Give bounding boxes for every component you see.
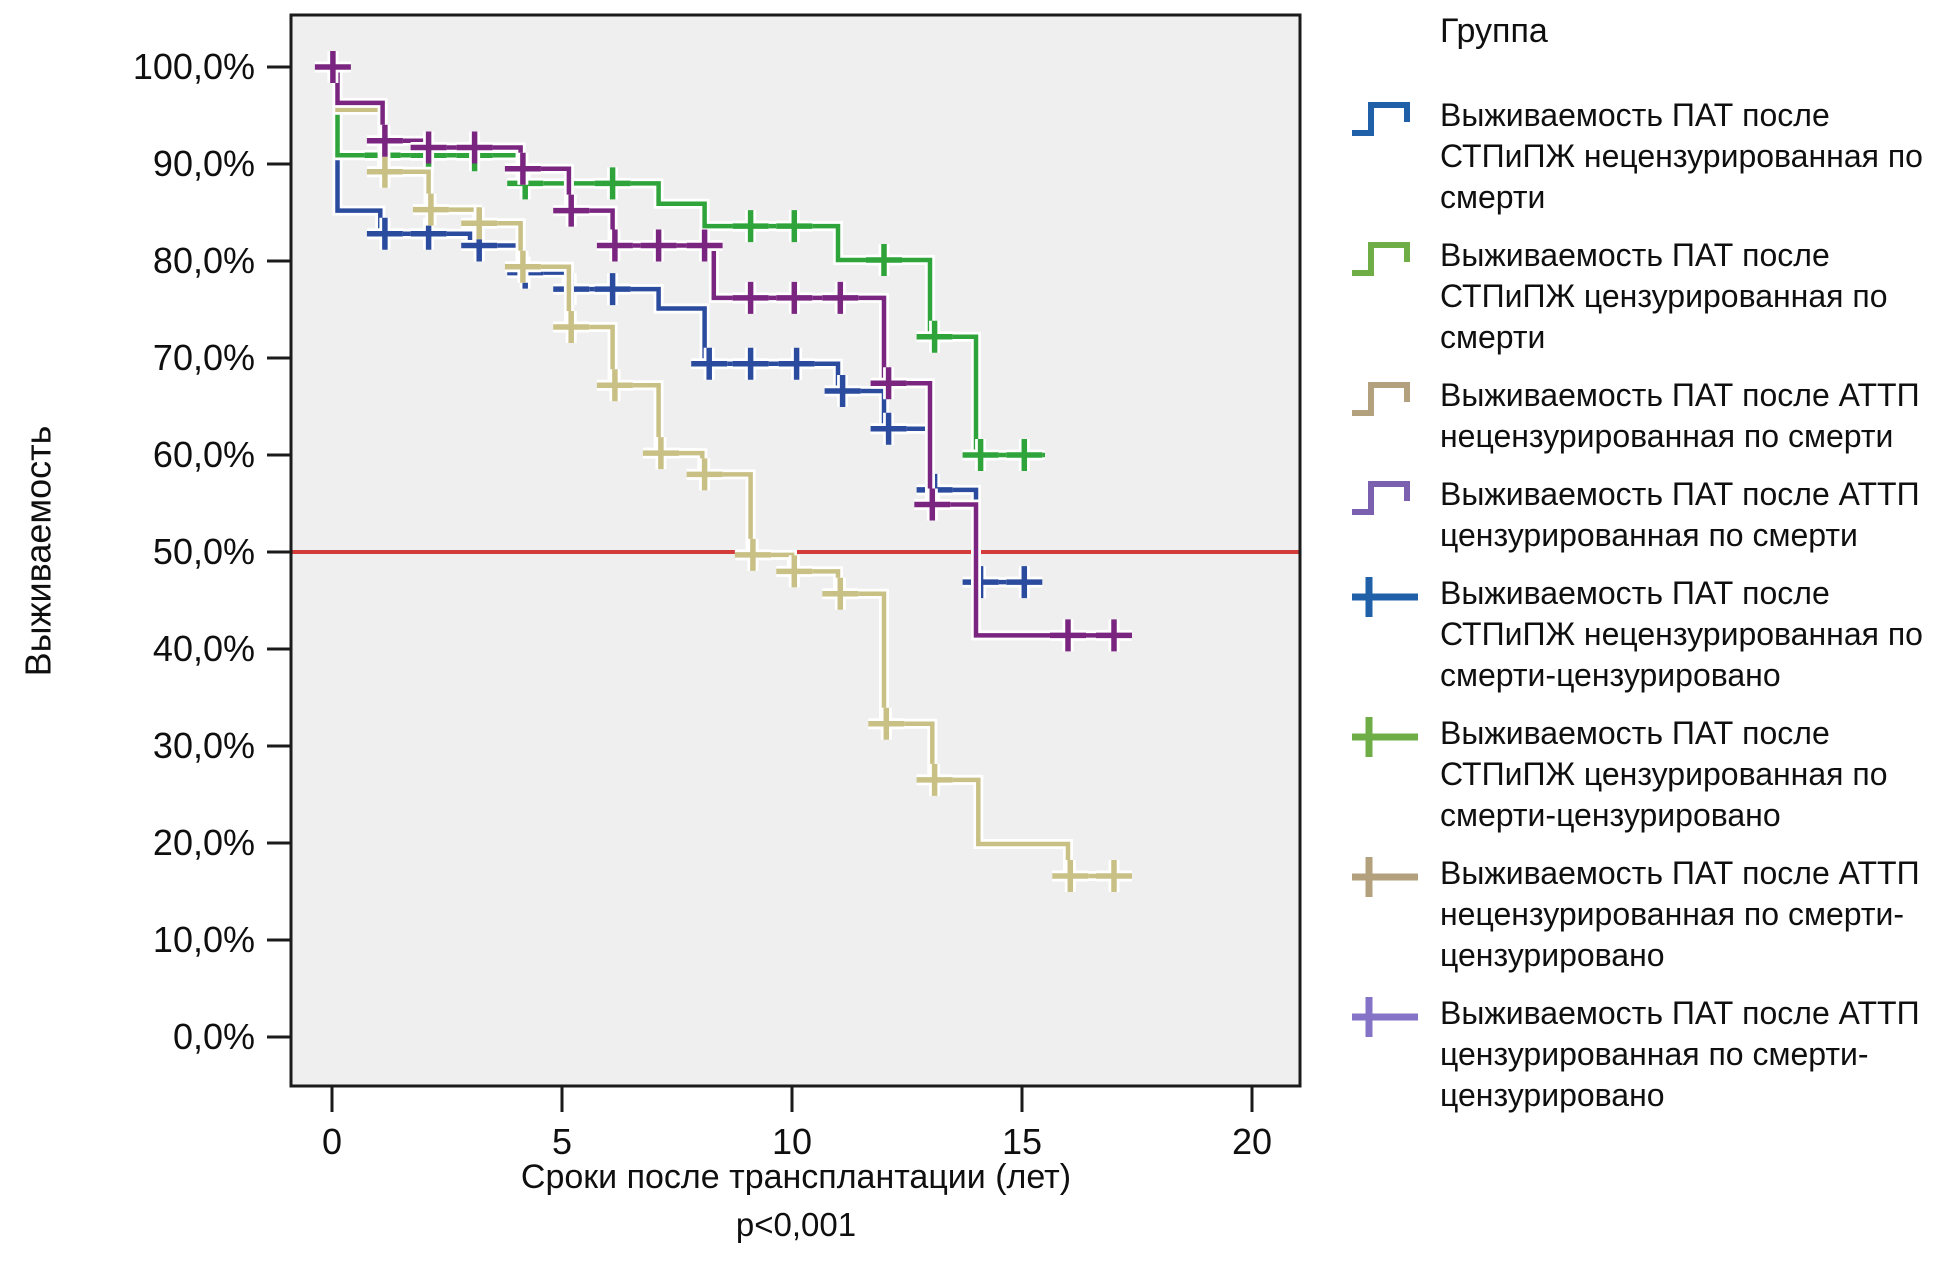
y-tick-label: 90,0% <box>153 143 255 184</box>
y-tick-label: 100,0% <box>133 46 255 87</box>
legend-item-5: Выживаемость ПАТ после СТПиПЖ нецензурир… <box>1350 573 1944 696</box>
y-axis-title: Выживаемость <box>6 15 70 1087</box>
y-tick-label: 10,0% <box>153 919 255 960</box>
x-tick-label: 20 <box>1232 1121 1272 1162</box>
x-tick-label: 10 <box>772 1121 812 1162</box>
legend-item-1: Выживаемость ПАТ после СТПиПЖ нецензурир… <box>1350 95 1944 218</box>
legend-item-label: Выживаемость ПАТ после СТПиПЖ нецензурир… <box>1440 97 1923 215</box>
legend-item-8: Выживаемость ПАТ после АТТП цензурирован… <box>1350 993 1944 1116</box>
p-value-note: p<0,001 <box>735 1206 857 1243</box>
legend-items: Выживаемость ПАТ после СТПиПЖ нецензурир… <box>1350 95 1944 1116</box>
x-tick-label: 0 <box>322 1121 342 1162</box>
curve-attp-censored <box>332 64 1128 638</box>
legend-item-label: Выживаемость ПАТ после АТТП нецензуриров… <box>1440 377 1920 454</box>
legend-item-label: Выживаемость ПАТ после СТПиПЖ цензуриров… <box>1440 237 1888 355</box>
plus-censor-icon <box>1350 853 1440 905</box>
legend-item-3: Выживаемость ПАТ после АТТП нецензуриров… <box>1350 375 1944 457</box>
step-swatch-icon <box>1350 375 1440 427</box>
censor-marks-attp-uncensored <box>366 155 1132 892</box>
plus-censor-icon <box>1350 993 1440 1045</box>
curve-attp-uncensored <box>332 64 1126 879</box>
legend-item-4: Выживаемость ПАТ после АТТП цензурирован… <box>1350 474 1944 556</box>
y-tick-label: 50,0% <box>153 531 255 572</box>
legend-item-7: Выживаемость ПАТ после АТТП нецензуриров… <box>1350 853 1944 976</box>
y-tick-label: 60,0% <box>153 434 255 475</box>
x-tick-label: 15 <box>1002 1121 1042 1162</box>
y-tick-label: 30,0% <box>153 725 255 766</box>
legend-item-label: Выживаемость ПАТ после СТПиПЖ цензуриров… <box>1440 715 1888 833</box>
y-axis-title-text: Выживаемость <box>17 425 59 677</box>
legend-item-label: Выживаемость ПАТ после АТТП нецензуриров… <box>1440 855 1920 973</box>
plus-censor-icon <box>1350 573 1440 625</box>
step-swatch-icon <box>1350 474 1440 526</box>
legend-item-label: Выживаемость ПАТ после СТПиПЖ нецензурир… <box>1440 575 1923 693</box>
y-tick-label: 70,0% <box>153 337 255 378</box>
y-tick-label: 0,0% <box>173 1016 255 1057</box>
step-swatch-icon <box>1350 95 1440 147</box>
legend-title: Группа <box>1440 12 1548 50</box>
x-axis-title: Сроки после трансплантации (лет) <box>520 1158 1072 1196</box>
legend: Группа Выживаемость ПАТ после СТПиПЖ нец… <box>1350 8 1944 1133</box>
censor-marks-attp-censored <box>314 51 1132 652</box>
y-tick-label: 80,0% <box>153 240 255 281</box>
y-tick-label: 40,0% <box>153 628 255 669</box>
plus-censor-icon <box>1350 713 1440 765</box>
step-swatch-icon <box>1350 235 1440 287</box>
legend-item-label: Выживаемость ПАТ после АТТП цензурирован… <box>1440 995 1920 1113</box>
x-tick-label: 5 <box>552 1121 572 1162</box>
legend-item-6: Выживаемость ПАТ после СТПиПЖ цензуриров… <box>1350 713 1944 836</box>
legend-item-label: Выживаемость ПАТ после АТТП цензурирован… <box>1440 476 1920 553</box>
legend-item-2: Выживаемость ПАТ после СТПиПЖ цензуриров… <box>1350 235 1944 358</box>
y-tick-label: 20,0% <box>153 822 255 863</box>
